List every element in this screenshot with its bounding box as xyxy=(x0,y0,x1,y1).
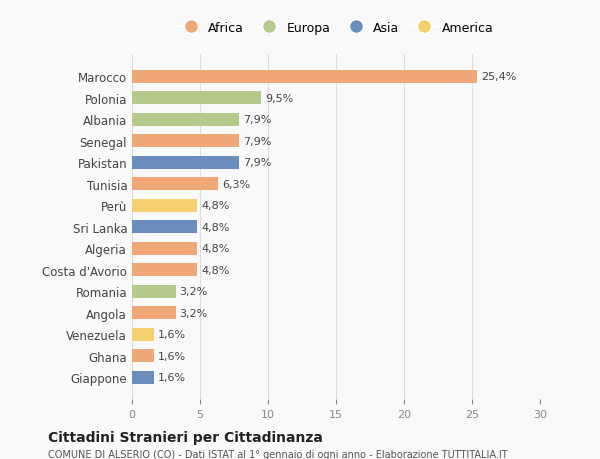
Text: 6,3%: 6,3% xyxy=(222,179,250,189)
Bar xyxy=(132,135,239,148)
Bar xyxy=(132,328,154,341)
Text: 4,8%: 4,8% xyxy=(202,244,230,254)
Bar xyxy=(132,349,154,362)
Bar xyxy=(132,307,176,319)
Bar xyxy=(132,242,197,255)
Text: 7,9%: 7,9% xyxy=(244,158,272,168)
Text: COMUNE DI ALSERIO (CO) - Dati ISTAT al 1° gennaio di ogni anno - Elaborazione TU: COMUNE DI ALSERIO (CO) - Dati ISTAT al 1… xyxy=(48,449,508,459)
Text: 1,6%: 1,6% xyxy=(158,372,186,382)
Bar xyxy=(132,92,261,105)
Text: 7,9%: 7,9% xyxy=(244,136,272,146)
Text: 1,6%: 1,6% xyxy=(158,330,186,339)
Bar xyxy=(132,157,239,169)
Text: 3,2%: 3,2% xyxy=(179,308,208,318)
Bar xyxy=(132,199,197,212)
Legend: Africa, Europa, Asia, America: Africa, Europa, Asia, America xyxy=(173,17,499,39)
Text: 9,5%: 9,5% xyxy=(265,94,293,104)
Text: Cittadini Stranieri per Cittadinanza: Cittadini Stranieri per Cittadinanza xyxy=(48,430,323,444)
Bar xyxy=(132,221,197,234)
Text: 25,4%: 25,4% xyxy=(482,72,517,82)
Bar xyxy=(132,263,197,276)
Bar xyxy=(132,113,239,127)
Text: 1,6%: 1,6% xyxy=(158,351,186,361)
Bar xyxy=(132,178,218,191)
Bar xyxy=(132,371,154,384)
Text: 3,2%: 3,2% xyxy=(179,286,208,297)
Text: 4,8%: 4,8% xyxy=(202,222,230,232)
Text: 4,8%: 4,8% xyxy=(202,265,230,275)
Text: 7,9%: 7,9% xyxy=(244,115,272,125)
Text: 4,8%: 4,8% xyxy=(202,201,230,211)
Bar xyxy=(132,285,176,298)
Bar xyxy=(132,71,478,84)
